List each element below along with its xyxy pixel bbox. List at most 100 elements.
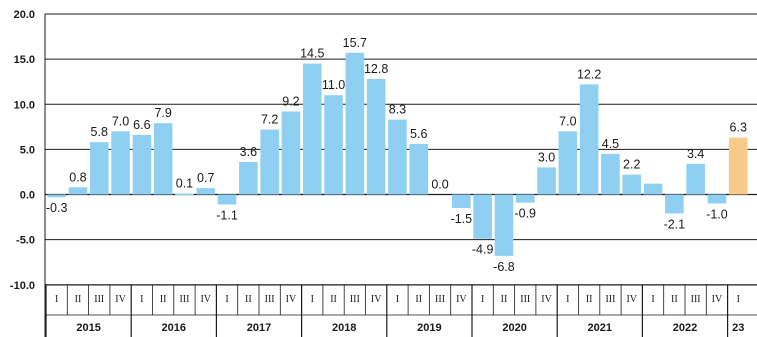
year-label: 2016 [162,322,186,334]
bar [345,52,365,195]
bar [686,163,705,195]
bars [47,52,748,256]
bar [111,131,130,195]
quarter-label: III [605,294,615,305]
quarter-label: III [350,294,360,305]
data-label: 12.2 [577,67,601,81]
quarter-label: IV [200,294,211,305]
year-label: 2018 [332,322,356,334]
data-label: -1.0 [706,208,728,222]
bar [409,143,429,195]
data-label: -6.8 [493,260,515,274]
y-tick-label: 20.0 [14,9,35,21]
quarter-label: II [415,294,422,305]
quarter-label: IV [626,294,637,305]
quarter-label: I [55,294,58,305]
quarter-label: III [691,294,701,305]
bar [622,174,642,195]
bar [643,183,663,195]
year-label: 2020 [502,322,526,334]
data-label: 5.8 [91,125,108,139]
quarter-label: I [651,294,654,305]
bar [728,137,748,195]
data-label: 9.2 [282,94,299,108]
quarter-label: III [435,294,445,305]
year-label: 2022 [673,322,697,334]
data-label: 12.8 [364,62,388,76]
bar [324,95,343,195]
year-label: 23 [732,322,744,334]
quarter-label: I [737,294,740,305]
data-label: 2.2 [623,158,640,172]
data-label: -4.9 [472,243,494,257]
y-tick-label: 5.0 [20,144,35,156]
year-label: 2017 [247,322,271,334]
data-label: 11.0 [322,78,345,92]
quarter-label: I [566,294,569,305]
bar [366,78,386,195]
quarter-label: IV [541,294,552,305]
y-tick-label: 15.0 [14,54,35,66]
quarter-label: III [265,294,275,305]
bar [665,194,684,214]
bar [196,188,216,195]
quarter-label: IV [712,294,723,305]
quarter-label: II [245,294,252,305]
bar [47,194,66,198]
quarter-label: II [75,294,82,305]
quarter-label: II [160,294,167,305]
year-label: 2021 [588,322,612,334]
data-label: 7.0 [112,114,129,128]
quarter-label: II [586,294,593,305]
bar [281,111,301,195]
data-label: -1.5 [451,212,473,226]
data-label: -1.1 [216,208,238,222]
bar [388,119,407,195]
quarter-label: I [481,294,484,305]
quarter-label: I [311,294,314,305]
data-label: -0.3 [46,201,68,215]
quarter-label: I [396,294,399,305]
bar [89,142,109,195]
x-axis: I II III IV I II III IV I II III IV I II III IV I II III IV… [44,14,757,337]
bar [558,131,578,195]
bar [601,153,620,195]
y-axis-ticks: 20.0 15.0 10.0 5.0 0.0 -5.0 -10.0 [10,9,35,292]
bar [302,63,322,195]
data-label: 14.5 [300,47,324,61]
bar [153,123,173,195]
quarter-label: III [94,294,104,305]
data-label: 7.9 [154,106,171,120]
year-label: 2015 [76,322,100,334]
quarter-label: III [179,294,189,305]
data-label: 7.2 [261,113,278,127]
data-label: 0.0 [431,178,448,192]
data-label: 0.1 [176,177,193,191]
bar [473,194,492,239]
bar [515,194,535,203]
quarter-label: IV [115,294,126,305]
quarter-label: I [225,294,228,305]
quarter-label: IV [286,294,297,305]
data-label: -0.9 [514,207,536,221]
quarter-label: IV [456,294,467,305]
data-label: 3.6 [240,145,257,159]
data-label: 4.5 [602,137,619,151]
quarter-label: IV [371,294,382,305]
data-label: 0.8 [69,170,86,184]
bar [452,194,471,209]
quarter-label: II [671,294,678,305]
data-label: 3.4 [687,147,704,161]
data-label: 15.7 [343,36,367,50]
y-tick-label: 10.0 [14,99,35,111]
data-labels: -0.3 0.8 5.8 7.0 6.6 7.9 0.1 0.7 -1.1 3.6 7.2 9.2 14… [46,36,747,274]
data-label: 7.0 [559,114,576,128]
bar [132,134,152,195]
y-tick-label: -5.0 [16,235,35,247]
bar [68,187,88,195]
data-label: 3.0 [538,150,555,164]
data-label: 0.7 [197,171,214,185]
data-label: 6.6 [133,118,150,132]
bar [260,129,279,195]
